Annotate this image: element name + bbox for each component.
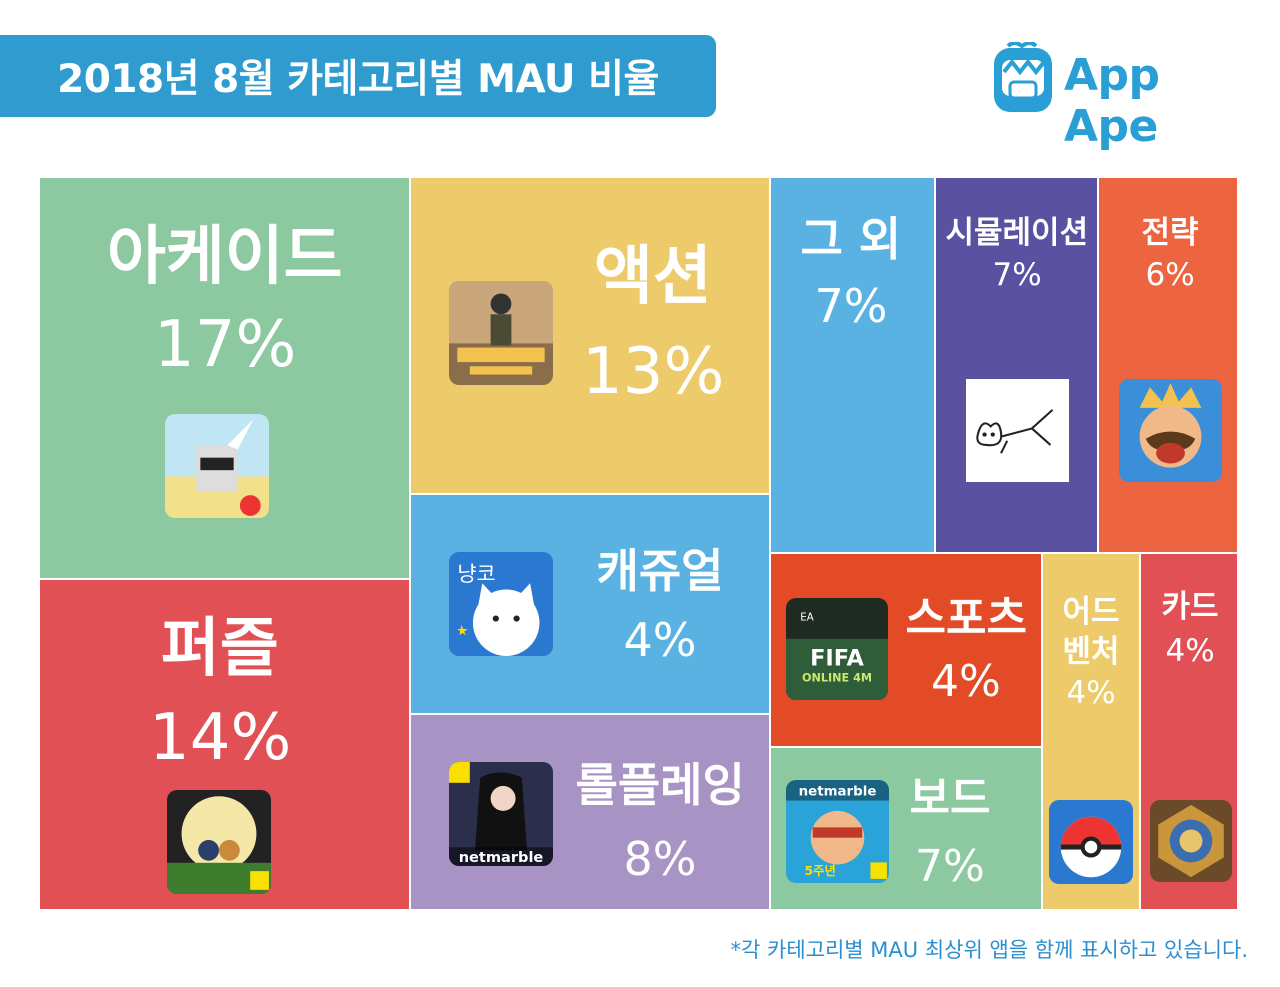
treemap-tile <box>771 178 936 554</box>
category-name-label: 카드 <box>1161 589 1219 625</box>
netmarble-board-app-icon: netmarble 5주년 <box>786 780 889 883</box>
ape-logo-icon <box>994 42 1052 112</box>
svg-text:netmarble: netmarble <box>459 849 544 866</box>
category-value-label: 7% <box>915 841 985 892</box>
clash-royale-app-icon <box>1119 379 1222 482</box>
svg-text:5주년: 5주년 <box>805 864 836 878</box>
category-value-label: 7% <box>992 257 1042 293</box>
hearthstone-app-icon <box>1150 800 1232 882</box>
battlegrounds-app-icon <box>449 281 553 385</box>
category-name-label: 어드벤처 <box>1062 594 1120 671</box>
category-value-label: 7% <box>814 279 888 333</box>
treemap-tile <box>1099 178 1239 554</box>
svg-text:냥코: 냥코 <box>457 562 495 586</box>
category-value-label: 6% <box>1145 257 1195 293</box>
app-ape-logo: App Ape <box>990 42 1252 152</box>
chart-title: 2018년 8월 카테고리별 MAU 비율 <box>0 35 716 117</box>
category-name-label: 보드 <box>909 773 991 824</box>
category-name-label: 액션 <box>594 240 712 314</box>
pokemon-go-app-icon <box>1049 800 1133 884</box>
cat-app-icon: 냥코 <box>449 552 553 656</box>
category-name-label: 시뮬레이션 <box>945 215 1089 251</box>
svg-text:EA: EA <box>800 612 813 623</box>
brand-name: App Ape <box>1064 50 1160 152</box>
category-value-label: 4% <box>1165 633 1215 669</box>
netmarble-rpg-app-icon: netmarble <box>449 762 553 866</box>
category-name-label: 전략 <box>1141 215 1199 251</box>
cat-sketch-app-icon <box>966 379 1069 482</box>
category-name-label: 아케이드 <box>107 220 343 294</box>
category-name-label: 퍼즐 <box>161 612 279 686</box>
category-name-label: 롤플레잉 <box>575 758 745 812</box>
svg-text:FIFA: FIFA <box>810 645 864 671</box>
fifa-online-app-icon: FIFA ONLINE 4M EA <box>786 598 888 700</box>
category-name-label: 캐쥬얼 <box>596 544 724 598</box>
treemap-tile <box>936 178 1099 554</box>
footnote: *각 카테고리별 MAU 최상위 앱을 함께 표시하고 있습니다. <box>730 938 1248 962</box>
unicorn-app-icon <box>165 414 269 518</box>
svg-text:ONLINE 4M: ONLINE 4M <box>802 672 872 685</box>
category-value-label: 13% <box>582 335 725 409</box>
category-value-label: 4% <box>931 656 1001 707</box>
category-name-label: 그 외 <box>800 212 902 266</box>
category-value-label: 8% <box>623 832 697 886</box>
category-value-label: 17% <box>154 308 297 382</box>
friends-popcorn-app-icon <box>167 790 271 894</box>
svg-text:netmarble: netmarble <box>799 784 877 799</box>
category-name-label: 스포츠 <box>905 593 1027 644</box>
category-value-label: 14% <box>149 701 292 775</box>
category-value-label: 4% <box>1066 675 1116 711</box>
category-value-label: 4% <box>623 613 697 667</box>
